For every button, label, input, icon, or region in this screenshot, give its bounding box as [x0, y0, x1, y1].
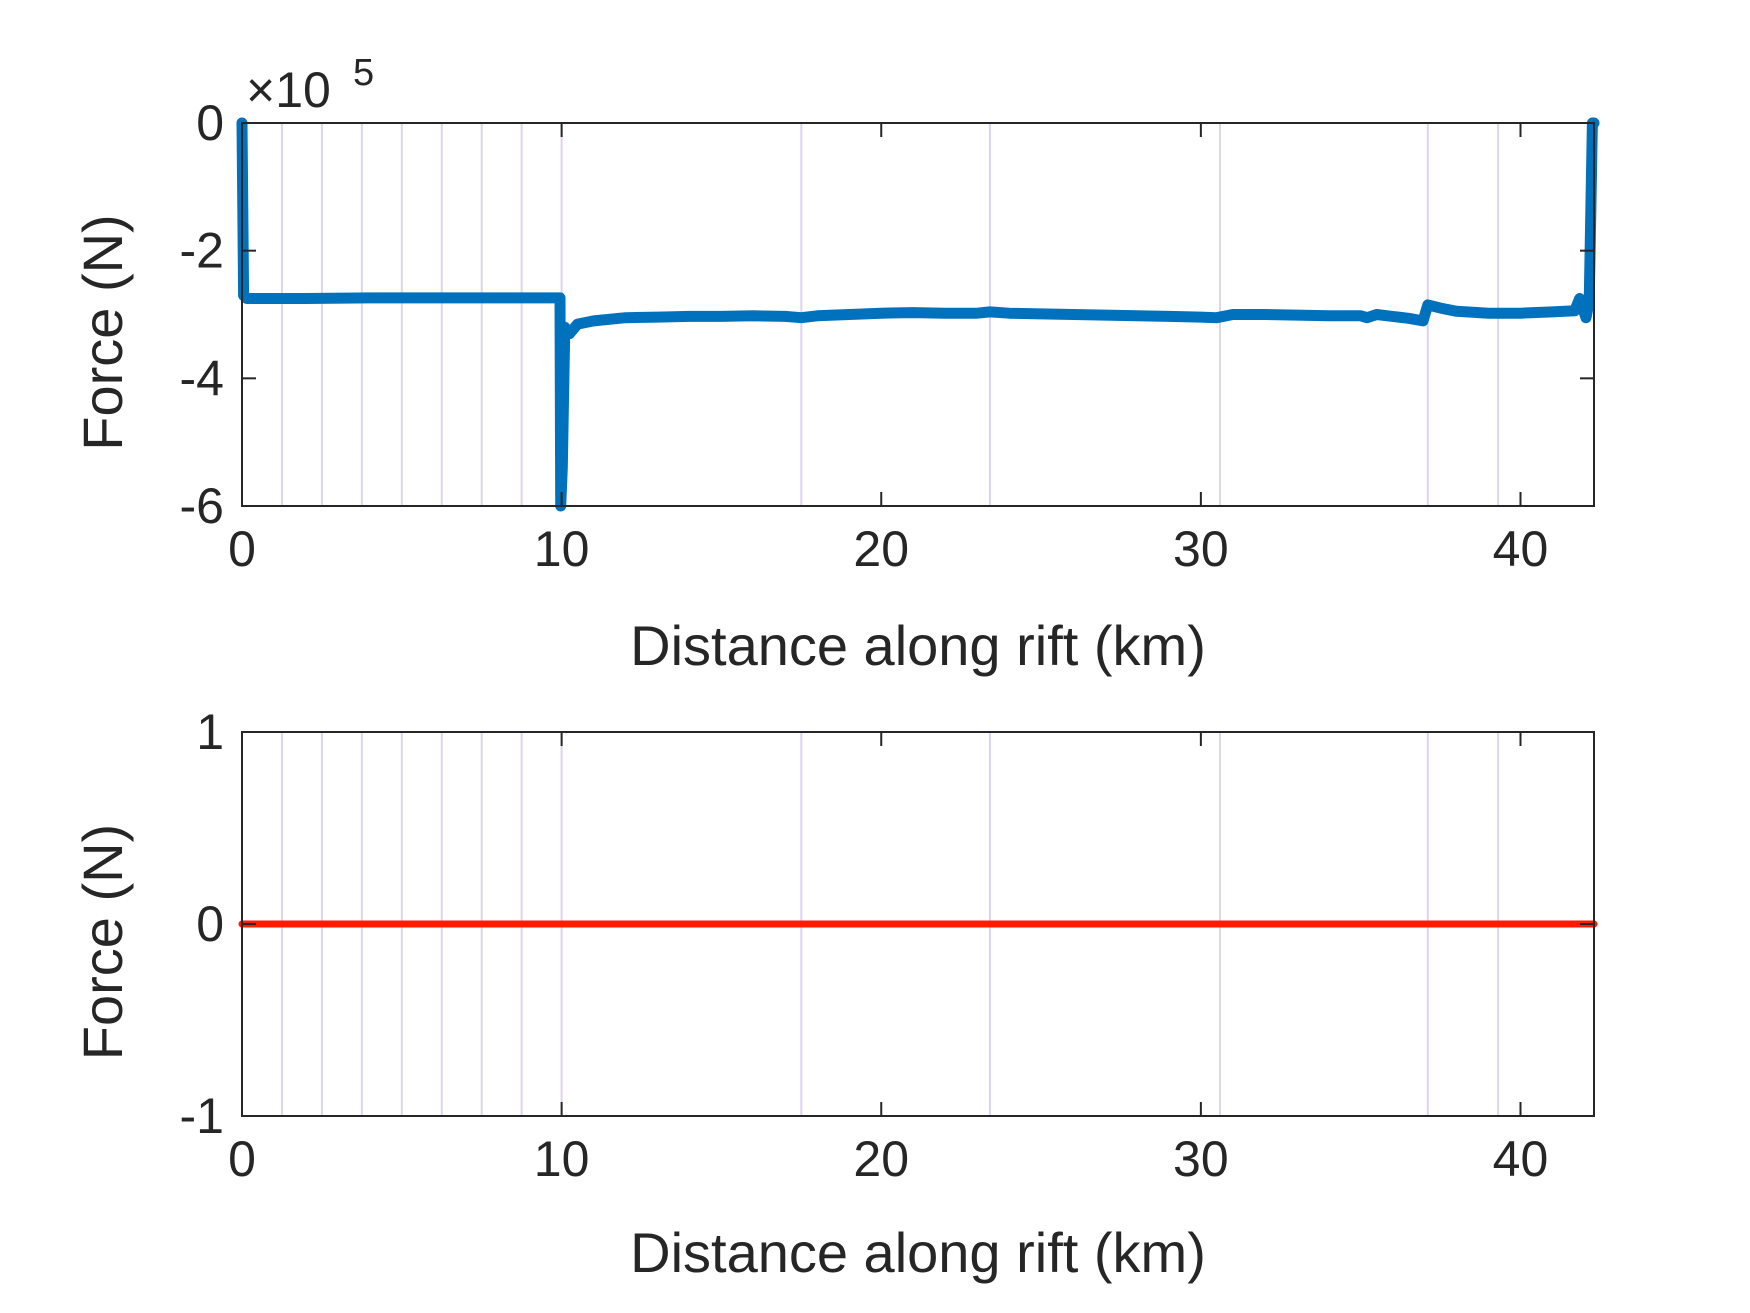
chart-0-axes-box: [241, 122, 1595, 507]
chart-1-xtick-label-1: 10: [534, 1131, 590, 1187]
chart-0-xtick-label-1: 10: [534, 521, 590, 577]
top-force-plot: 0 10 20 30 40 -6 -4 -2 0 Distance along rift (km)…: [71, 52, 1600, 677]
chart-1-xtick-label-4: 40: [1493, 1131, 1549, 1187]
chart-1-ytick-label-2: 1: [196, 704, 224, 760]
chart-0-ytick-label-2: -2: [180, 223, 224, 279]
chart-0-xtick-label-4: 40: [1493, 521, 1549, 577]
chart-1-ytick-label-1: 0: [196, 896, 224, 952]
chart-1-ytick-label-0: -1: [180, 1088, 224, 1144]
chart-0-y-exponent-power: 5: [353, 52, 374, 94]
chart-0-y-exponent-label: ×10: [246, 62, 331, 118]
chart-0-ytick-label-3: 0: [196, 95, 224, 151]
chart-0-ytick-label-0: -6: [180, 478, 224, 534]
chart-1-xtick-label-3: 30: [1173, 1131, 1229, 1187]
chart-1-y-axis-label: Force (N): [71, 824, 134, 1060]
chart-1-xtick-label-0: 0: [228, 1131, 256, 1187]
chart-0-xtick-label-3: 30: [1173, 521, 1229, 577]
chart-0-ytick-label-1: -4: [180, 350, 224, 406]
chart-0-series-line-0: [236, 117, 1600, 512]
chart-0-xtick-label-0: 0: [228, 521, 256, 577]
chart-0-x-axis-label: Distance along rift (km): [630, 614, 1206, 677]
chart-1-xtick-label-2: 20: [853, 1131, 909, 1187]
chart-0-y-axis-label: Force (N): [71, 214, 134, 450]
chart-1-x-axis-label: Distance along rift (km): [630, 1221, 1206, 1284]
chart-0-xtick-label-2: 20: [853, 521, 909, 577]
